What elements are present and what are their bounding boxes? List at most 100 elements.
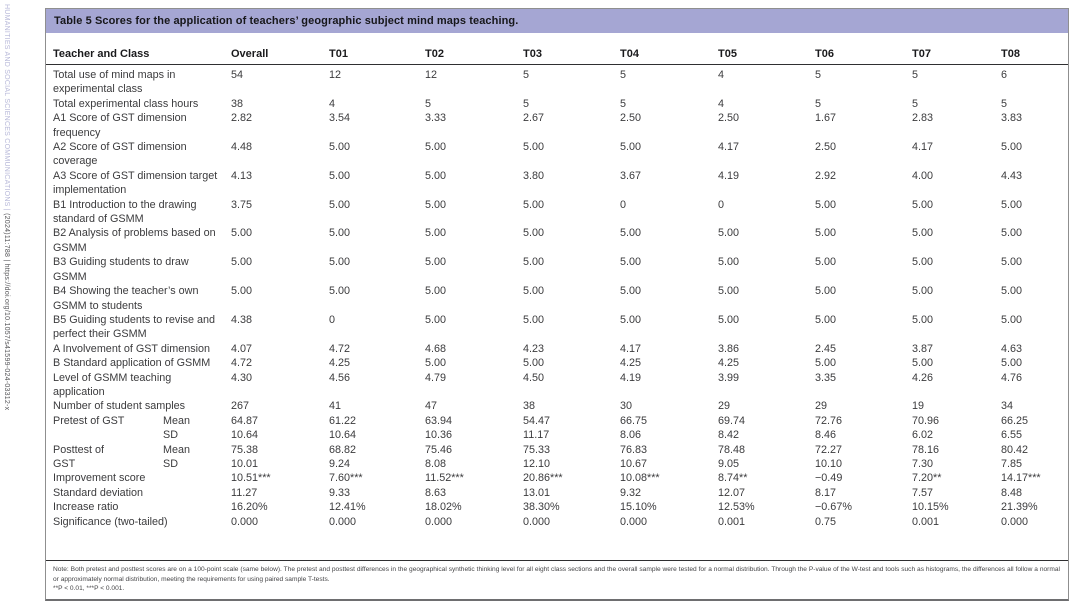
journal-sidebar: HUMANITIES AND SOCIAL SCIENCES COMMUNICA… <box>3 4 10 604</box>
cell-value: 72.76 <box>815 414 843 427</box>
cell-value: 0 <box>329 313 336 326</box>
column-header-t08: T08 <box>1001 46 1068 65</box>
cell-value: 5.00 <box>620 227 642 240</box>
cell-value: 5.00 <box>425 256 447 269</box>
table-header: Teacher and Class Overall T01 T02 T03 T04 T05 T… <box>46 46 1068 65</box>
cell-value: 29 <box>718 400 731 413</box>
cell-value: 5.00 <box>912 313 934 326</box>
cell-value: 66.75 <box>620 414 648 427</box>
row-label: Standard deviation <box>53 486 144 499</box>
cell-value: 3.83 <box>1001 112 1023 125</box>
cell-value: 4.00 <box>912 169 934 182</box>
cell-value: 38.30% <box>523 501 560 514</box>
table-row: B2 Analysis of problems based on GSMM 5.0… <box>46 226 1068 255</box>
row-sublabel: SD <box>163 457 178 470</box>
cell-value: 3.80 <box>523 169 545 182</box>
cell-value: 5.00 <box>523 227 545 240</box>
cell-value: 9.33 <box>329 486 351 499</box>
cell-value: 19 <box>912 400 925 413</box>
cell-value: 4.23 <box>523 342 545 355</box>
cell-value: 5.00 <box>231 227 253 240</box>
cell-value: 12 <box>425 69 438 81</box>
table-row: Level of GSMM teaching application 4.30 4.… <box>46 371 1068 400</box>
cell-value: 3.33 <box>425 112 447 125</box>
cell-value: 4.68 <box>425 342 447 355</box>
cell-value: 7.85 <box>1001 457 1023 470</box>
cell-value: 75.38 <box>231 443 259 456</box>
cell-value: 5.00 <box>1001 313 1023 326</box>
table-row: A1 Score of GST dimension frequency 2.82 3… <box>46 111 1068 140</box>
cell-value: 12.10 <box>523 457 551 470</box>
cell-value: 5.00 <box>815 198 837 211</box>
cell-value: 5.00 <box>815 357 837 370</box>
table-row: Pretest of GST Mean 64.87 61.22 63.94 54.47 66… <box>46 414 1068 428</box>
row-label: A Involvement of GST dimension <box>53 342 211 355</box>
cell-value: 3.99 <box>718 371 740 384</box>
cell-value: 5.00 <box>815 313 837 326</box>
table-row: Standard deviation 11.27 9.33 8.63 13.01 9.32… <box>46 486 1068 500</box>
cell-value: 5 <box>620 97 627 110</box>
cell-value: 0.001 <box>912 515 940 528</box>
cell-value: 8.63 <box>425 486 447 499</box>
column-header-overall: Overall <box>231 46 329 65</box>
cell-value: 5.00 <box>523 256 545 269</box>
cell-value: 4.17 <box>718 141 740 154</box>
cell-value: 5.00 <box>1001 141 1023 154</box>
cell-value: 21.39% <box>1001 501 1038 514</box>
column-header-t05: T05 <box>718 46 815 65</box>
cell-value: 3.54 <box>329 112 351 125</box>
cell-value: 9.05 <box>718 457 740 470</box>
cell-value: 54.47 <box>523 414 551 427</box>
cell-value: 4.26 <box>912 371 934 384</box>
cell-value: 5.00 <box>329 198 351 211</box>
cell-value: 4 <box>718 97 725 110</box>
cell-value: 267 <box>231 400 250 413</box>
cell-value: 8.42 <box>718 429 740 442</box>
cell-value: 5 <box>1001 97 1008 110</box>
cell-value: 2.92 <box>815 169 837 182</box>
table-row: Posttest of Mean 75.38 68.82 75.46 75.33 76.83… <box>46 443 1068 457</box>
cell-value: 76.83 <box>620 443 648 456</box>
journal-name: HUMANITIES AND SOCIAL SCIENCES COMMUNICA… <box>3 4 10 214</box>
cell-value: 10.64 <box>329 429 357 442</box>
cell-value: −0.49 <box>815 472 843 485</box>
table-row: B4 Showing the teacher’s own GSMM to stu… <box>46 284 1068 313</box>
table-row: B1 Introduction to the drawing standard … <box>46 198 1068 227</box>
cell-value: 5.00 <box>329 141 351 154</box>
cell-value: 0.000 <box>1001 515 1029 528</box>
table-note: Note: Both pretest and posttest scores a… <box>46 560 1068 599</box>
cell-value: 66.25 <box>1001 414 1029 427</box>
cell-value: 5 <box>523 97 530 110</box>
cell-value: −0.67% <box>815 501 852 514</box>
cell-value: 78.48 <box>718 443 746 456</box>
cell-value: 5.00 <box>329 256 351 269</box>
table-row: Improvement score 10.51*** 7.60*** 11.52***… <box>46 471 1068 485</box>
cell-value: 4.63 <box>1001 342 1023 355</box>
cell-value: 10.10 <box>815 457 843 470</box>
column-header-t02: T02 <box>425 46 523 65</box>
cell-value: 7.30 <box>912 457 934 470</box>
cell-value: 8.08 <box>425 457 447 470</box>
row-label: Total use of mind maps in experimental c… <box>53 69 176 96</box>
row-label: Increase ratio <box>53 501 119 514</box>
row-label: Pretest of GST Mean <box>53 414 191 427</box>
cell-value: 4 <box>718 69 725 81</box>
cell-value: 5.00 <box>912 256 934 269</box>
cell-value: 4.79 <box>425 371 447 384</box>
cell-value: 5.00 <box>523 313 545 326</box>
cell-value: 5.00 <box>1001 357 1023 370</box>
cell-value: 4.17 <box>912 141 934 154</box>
table-row: Number of student samples 267 41 47 38 30 29 29… <box>46 399 1068 413</box>
cell-value: 5.00 <box>329 169 351 182</box>
cell-value: 4.25 <box>329 357 351 370</box>
cell-value: 10.01 <box>231 457 259 470</box>
cell-value: 5.00 <box>1001 198 1023 211</box>
cell-value: 4.56 <box>329 371 351 384</box>
table-title: Table 5 Scores for the application of te… <box>46 9 1068 33</box>
cell-value: 0.000 <box>620 515 648 528</box>
column-header-t01: T01 <box>329 46 425 65</box>
cell-value: 0.000 <box>329 515 357 528</box>
cell-value: 72.27 <box>815 443 843 456</box>
cell-value: 5 <box>620 69 627 81</box>
